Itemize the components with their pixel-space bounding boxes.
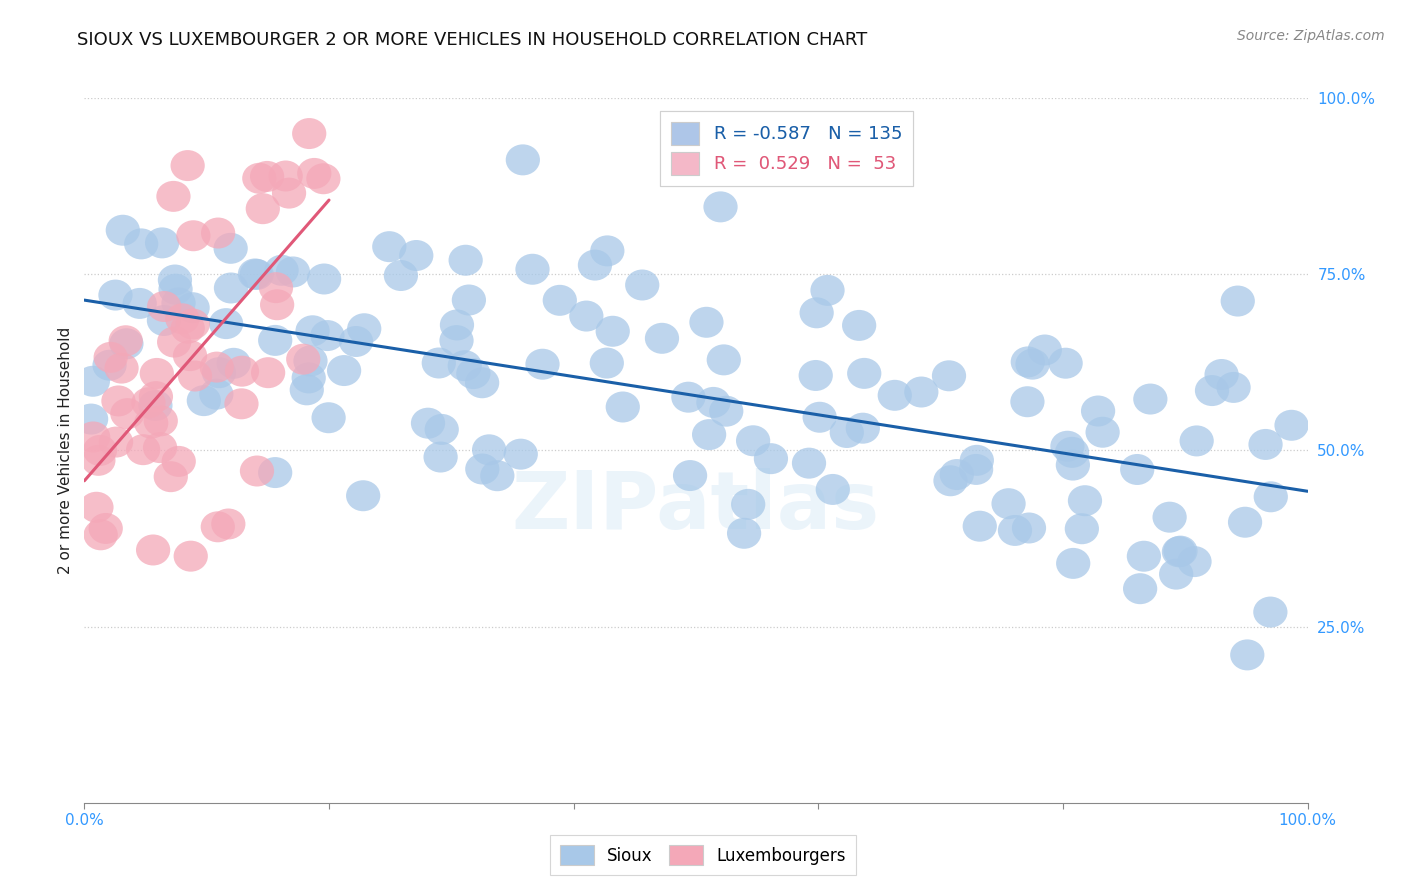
Text: ZIPatlas: ZIPatlas	[512, 467, 880, 546]
Y-axis label: 2 or more Vehicles in Household: 2 or more Vehicles in Household	[58, 326, 73, 574]
Text: Source: ZipAtlas.com: Source: ZipAtlas.com	[1237, 29, 1385, 43]
Text: SIOUX VS LUXEMBOURGER 2 OR MORE VEHICLES IN HOUSEHOLD CORRELATION CHART: SIOUX VS LUXEMBOURGER 2 OR MORE VEHICLES…	[77, 31, 868, 49]
Legend: R = -0.587   N = 135, R =  0.529   N =  53: R = -0.587 N = 135, R = 0.529 N = 53	[659, 111, 914, 186]
Legend: Sioux, Luxembourgers: Sioux, Luxembourgers	[550, 836, 856, 875]
